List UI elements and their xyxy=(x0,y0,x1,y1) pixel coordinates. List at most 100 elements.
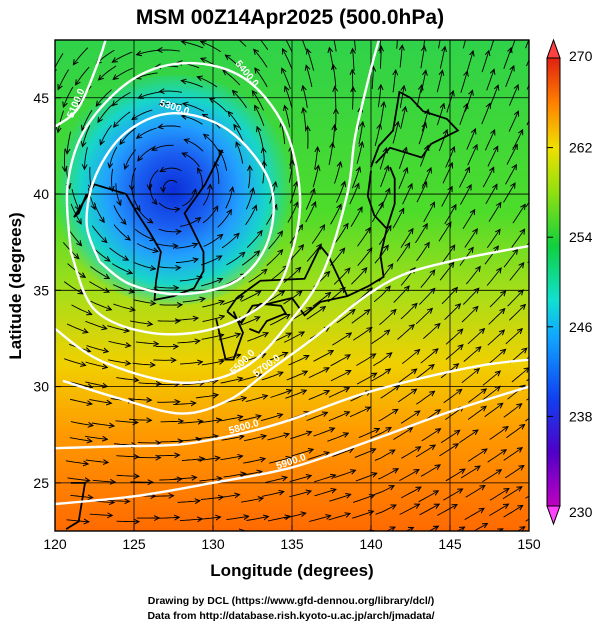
streamline-arrow xyxy=(436,70,442,93)
streamline-arrow xyxy=(94,541,116,542)
streamline-arrow xyxy=(177,341,200,343)
streamline-arrow xyxy=(195,395,218,398)
streamline-arrow xyxy=(506,425,524,439)
streamline-arrow xyxy=(136,72,158,79)
streamline-arrow xyxy=(442,163,452,184)
streamline-arrow xyxy=(508,305,525,321)
streamline-arrow xyxy=(370,428,391,439)
credit-data: Data from http://database.rish.kyoto-u.a… xyxy=(147,610,434,622)
streamline-arrow xyxy=(91,225,107,243)
y-axis-title: Latitude (degrees) xyxy=(6,212,25,359)
streamline-arrow xyxy=(55,53,64,73)
streamline-arrow xyxy=(445,469,465,482)
streamline-arrow xyxy=(221,233,239,249)
streamline-arrow xyxy=(484,403,503,418)
streamline-arrow xyxy=(261,492,284,497)
streamline-arrow xyxy=(488,203,501,222)
streamline-arrow xyxy=(65,460,88,464)
x-tick-label: 145 xyxy=(438,536,462,552)
streamline-arrow xyxy=(482,371,500,386)
colorbar-ticks: 270 262 254 246 238 230 xyxy=(547,48,593,520)
streamline-arrow xyxy=(439,444,458,457)
coastline xyxy=(73,183,127,218)
streamline-arrow xyxy=(254,49,268,68)
streamline-arrow xyxy=(489,85,498,107)
streamline-arrow xyxy=(308,368,329,379)
streamline-arrow xyxy=(400,107,406,129)
streamline-arrow xyxy=(134,228,155,240)
streamline-arrow xyxy=(503,448,523,461)
streamline-arrow xyxy=(462,210,475,230)
height-contour xyxy=(55,40,107,128)
streamline-arrow xyxy=(308,391,330,401)
streamline-arrow xyxy=(333,65,336,87)
streamline-arrow xyxy=(136,207,153,223)
streamline-arrow xyxy=(99,65,117,80)
streamline-arrow xyxy=(511,368,529,383)
streamline-arrow xyxy=(532,271,546,288)
streamline-arrow xyxy=(405,528,413,531)
streamline-arrow xyxy=(440,430,460,444)
streamline-arrow xyxy=(266,205,276,225)
streamline-arrow xyxy=(512,204,525,224)
coastline xyxy=(248,302,288,334)
colorbar-gradient xyxy=(546,57,561,507)
streamline-arrow xyxy=(489,291,506,308)
streamline-arrow xyxy=(285,86,293,108)
streamline-arrow xyxy=(217,210,232,228)
streamline-arrow xyxy=(400,45,402,68)
streamline-arrow xyxy=(312,293,331,307)
streamline-arrow xyxy=(71,188,79,210)
streamline-arrow xyxy=(220,456,243,461)
streamline-arrow xyxy=(352,511,373,519)
wind-streamlines xyxy=(55,40,546,542)
streamline-arrow xyxy=(460,185,471,205)
colorbar-tick-label: 246 xyxy=(569,319,593,335)
streamline-arrow xyxy=(428,526,439,531)
streamline-arrow xyxy=(160,104,182,105)
streamline-arrow xyxy=(353,87,354,110)
streamline-arrow xyxy=(247,333,268,342)
height-contour xyxy=(85,111,275,296)
streamline-arrow xyxy=(158,50,180,51)
streamline-arrow xyxy=(467,406,486,420)
streamline-arrow xyxy=(374,450,395,461)
streamline-arrow xyxy=(461,307,478,323)
streamline-arrow xyxy=(108,359,130,364)
streamline-arrow xyxy=(182,299,205,303)
x-tick-label: 135 xyxy=(280,536,304,552)
streamline-arrow xyxy=(138,91,160,98)
streamline-arrow xyxy=(464,229,478,248)
colorbar-tick-label: 238 xyxy=(569,408,593,424)
streamline-arrow xyxy=(158,228,181,232)
streamline-arrow xyxy=(313,351,334,362)
streamline-arrow xyxy=(286,371,308,381)
streamline-arrow xyxy=(107,325,129,331)
streamline-arrow xyxy=(335,224,348,243)
streamline-arrow xyxy=(158,202,180,210)
streamline-arrow xyxy=(401,350,419,365)
streamline-arrow xyxy=(356,142,362,164)
streamline-arrow xyxy=(112,168,113,191)
streamline-arrow xyxy=(530,89,539,109)
coastline xyxy=(215,311,244,361)
streamline-arrow xyxy=(175,244,198,249)
streamline-arrow xyxy=(332,333,351,346)
streamline-arrow xyxy=(180,362,202,364)
streamline-arrow xyxy=(489,489,509,501)
streamline-arrow xyxy=(285,390,306,399)
streamline-arrow xyxy=(76,66,90,85)
streamline-arrow xyxy=(306,307,326,320)
streamline-arrow xyxy=(113,67,133,79)
streamline-arrow xyxy=(353,49,355,72)
streamline-arrow xyxy=(420,465,440,477)
streamline-arrow xyxy=(292,307,312,320)
x-tick-label: 130 xyxy=(201,536,225,552)
streamline-arrow xyxy=(58,110,64,133)
streamline-arrow xyxy=(125,149,137,169)
streamline-arrow xyxy=(371,369,391,382)
streamline-arrow xyxy=(456,527,465,531)
streamline-arrow xyxy=(374,124,380,147)
streamline-arrow xyxy=(220,417,243,422)
streamline-arrow xyxy=(157,267,180,268)
